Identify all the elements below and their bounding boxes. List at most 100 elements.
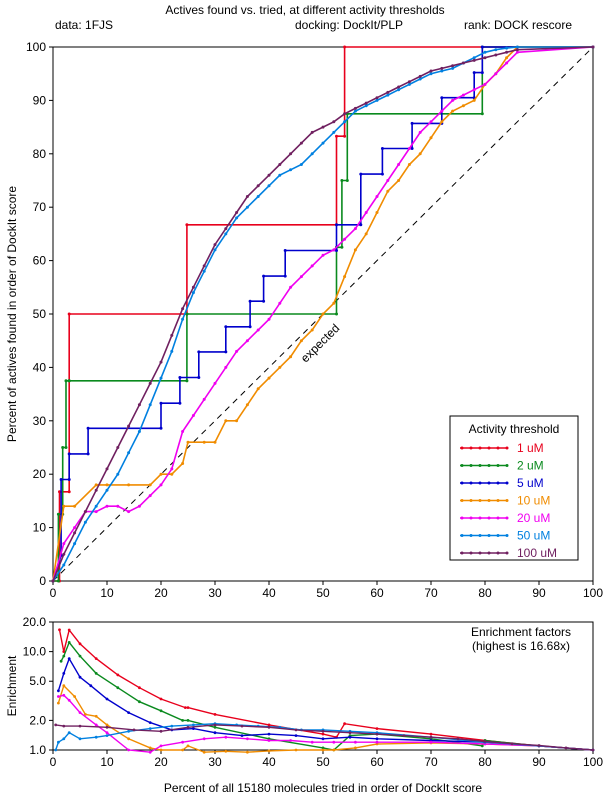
enrichment-series-point-0 <box>78 642 82 646</box>
series-point-4 <box>321 253 325 257</box>
enrichment-series-point-6 <box>591 748 595 752</box>
enrichment-series-point-3 <box>57 701 60 705</box>
enrichment-series-point-5 <box>105 734 109 737</box>
legend-swatch-point <box>505 499 509 502</box>
series-point-0 <box>343 134 347 138</box>
series-point-6 <box>353 106 357 110</box>
series-point-4 <box>278 301 282 305</box>
series-point-6 <box>386 90 390 94</box>
series-point-6 <box>235 211 239 214</box>
enrichment-series-point-3 <box>181 748 185 752</box>
legend-swatch-point <box>469 551 473 555</box>
series-point-1 <box>185 379 189 383</box>
series-point-6 <box>62 552 66 556</box>
series-point-4 <box>451 98 455 102</box>
series-point-3 <box>332 301 336 305</box>
legend-swatch-point <box>487 551 491 555</box>
series-point-5 <box>159 376 163 380</box>
series-line-2 <box>52 46 593 582</box>
enrichment-series-point-6 <box>564 746 568 750</box>
series-point-2 <box>86 452 90 456</box>
series-point-0 <box>335 134 338 138</box>
series-point-6 <box>224 227 228 231</box>
series-point-5 <box>310 152 314 156</box>
enrichment-y-tick-label: 10.0 <box>23 645 47 659</box>
series-point-6 <box>73 531 77 535</box>
enrichment-series-point-4 <box>375 740 379 744</box>
enrichment-annotation-title: Enrichment factors <box>471 625 571 639</box>
legend-swatch-point <box>460 499 464 502</box>
series-point-4 <box>202 397 206 401</box>
series-point-6 <box>310 130 314 134</box>
enrichment-series-point-4 <box>181 740 185 744</box>
legend-swatch-point <box>478 446 482 450</box>
enrichment-x-tick-label: 80 <box>478 755 492 769</box>
series-point-3 <box>224 419 228 423</box>
series-point-3 <box>62 504 66 508</box>
main-x-tick-label: 90 <box>532 586 546 600</box>
series-point-4 <box>137 504 141 508</box>
series-point-2 <box>86 426 90 430</box>
main-x-tick-label: 80 <box>478 586 492 600</box>
series-point-3 <box>235 419 239 423</box>
series-point-3 <box>127 483 131 487</box>
enrichment-series-point-6 <box>321 729 325 733</box>
series-point-4 <box>159 483 163 487</box>
series-point-2 <box>59 478 63 481</box>
enrichment-series-point-0 <box>94 657 98 660</box>
series-point-5 <box>407 82 411 86</box>
series-point-2 <box>472 71 476 75</box>
legend-swatch-point <box>478 534 482 537</box>
enrichment-series-point-2 <box>105 697 109 701</box>
series-point-2 <box>178 376 182 379</box>
series-point-3 <box>353 248 357 252</box>
series-point-6 <box>375 96 379 100</box>
series-point-3 <box>451 109 455 113</box>
legend-label: 10 uM <box>517 494 550 508</box>
series-point-6 <box>299 141 303 145</box>
series-point-6 <box>148 381 152 385</box>
series-point-2 <box>480 71 484 75</box>
legend-swatch-point <box>487 481 491 485</box>
enrichment-series-point-5 <box>78 737 82 741</box>
enrichment-y-tick-label: 1.0 <box>29 743 46 757</box>
enrichment-y-tick-label: 2.0 <box>29 713 46 727</box>
enrichment-series-point-0 <box>429 732 433 736</box>
series-point-6 <box>505 50 509 54</box>
series-point-5 <box>289 168 293 172</box>
series-point-0 <box>58 490 61 494</box>
series-point-5 <box>83 520 87 524</box>
series-point-2 <box>380 172 384 176</box>
series-point-1 <box>185 312 189 316</box>
enrichment-series-point-1 <box>62 654 66 658</box>
series-point-3 <box>181 462 185 465</box>
series-point-2 <box>224 325 228 329</box>
main-y-tick-label: 30 <box>33 414 47 428</box>
series-point-4 <box>148 494 152 498</box>
series-point-6 <box>343 112 347 116</box>
enrichment-series-point-4 <box>148 750 152 754</box>
legend-swatch-point <box>460 446 464 450</box>
series-point-3 <box>472 98 476 102</box>
series-point-4 <box>289 285 293 289</box>
docking-label: docking: DockIt/PLP <box>295 18 404 32</box>
enrichment-x-tick-label: 0 <box>50 755 57 769</box>
enrichment-series-line-0 <box>58 628 594 751</box>
enrichment-series-point-4 <box>78 711 82 714</box>
series-point-6 <box>170 333 174 337</box>
series-point-4 <box>407 147 411 150</box>
series-point-6 <box>191 285 195 289</box>
enrichment-series-point-5 <box>170 724 174 728</box>
main-x-tick-label: 10 <box>100 586 114 600</box>
enrichment-y-tick-label: 20.0 <box>23 615 47 629</box>
series-point-6 <box>256 184 260 188</box>
series-point-5 <box>472 56 476 60</box>
series-point-5 <box>483 50 487 54</box>
series-point-3 <box>505 56 509 60</box>
legend-swatch-point <box>505 516 509 520</box>
series-point-4 <box>353 227 357 231</box>
x-axis-label: Percent of all 15180 molecules tried in … <box>164 781 482 795</box>
series-point-5 <box>397 88 401 92</box>
series-point-4 <box>116 504 120 508</box>
